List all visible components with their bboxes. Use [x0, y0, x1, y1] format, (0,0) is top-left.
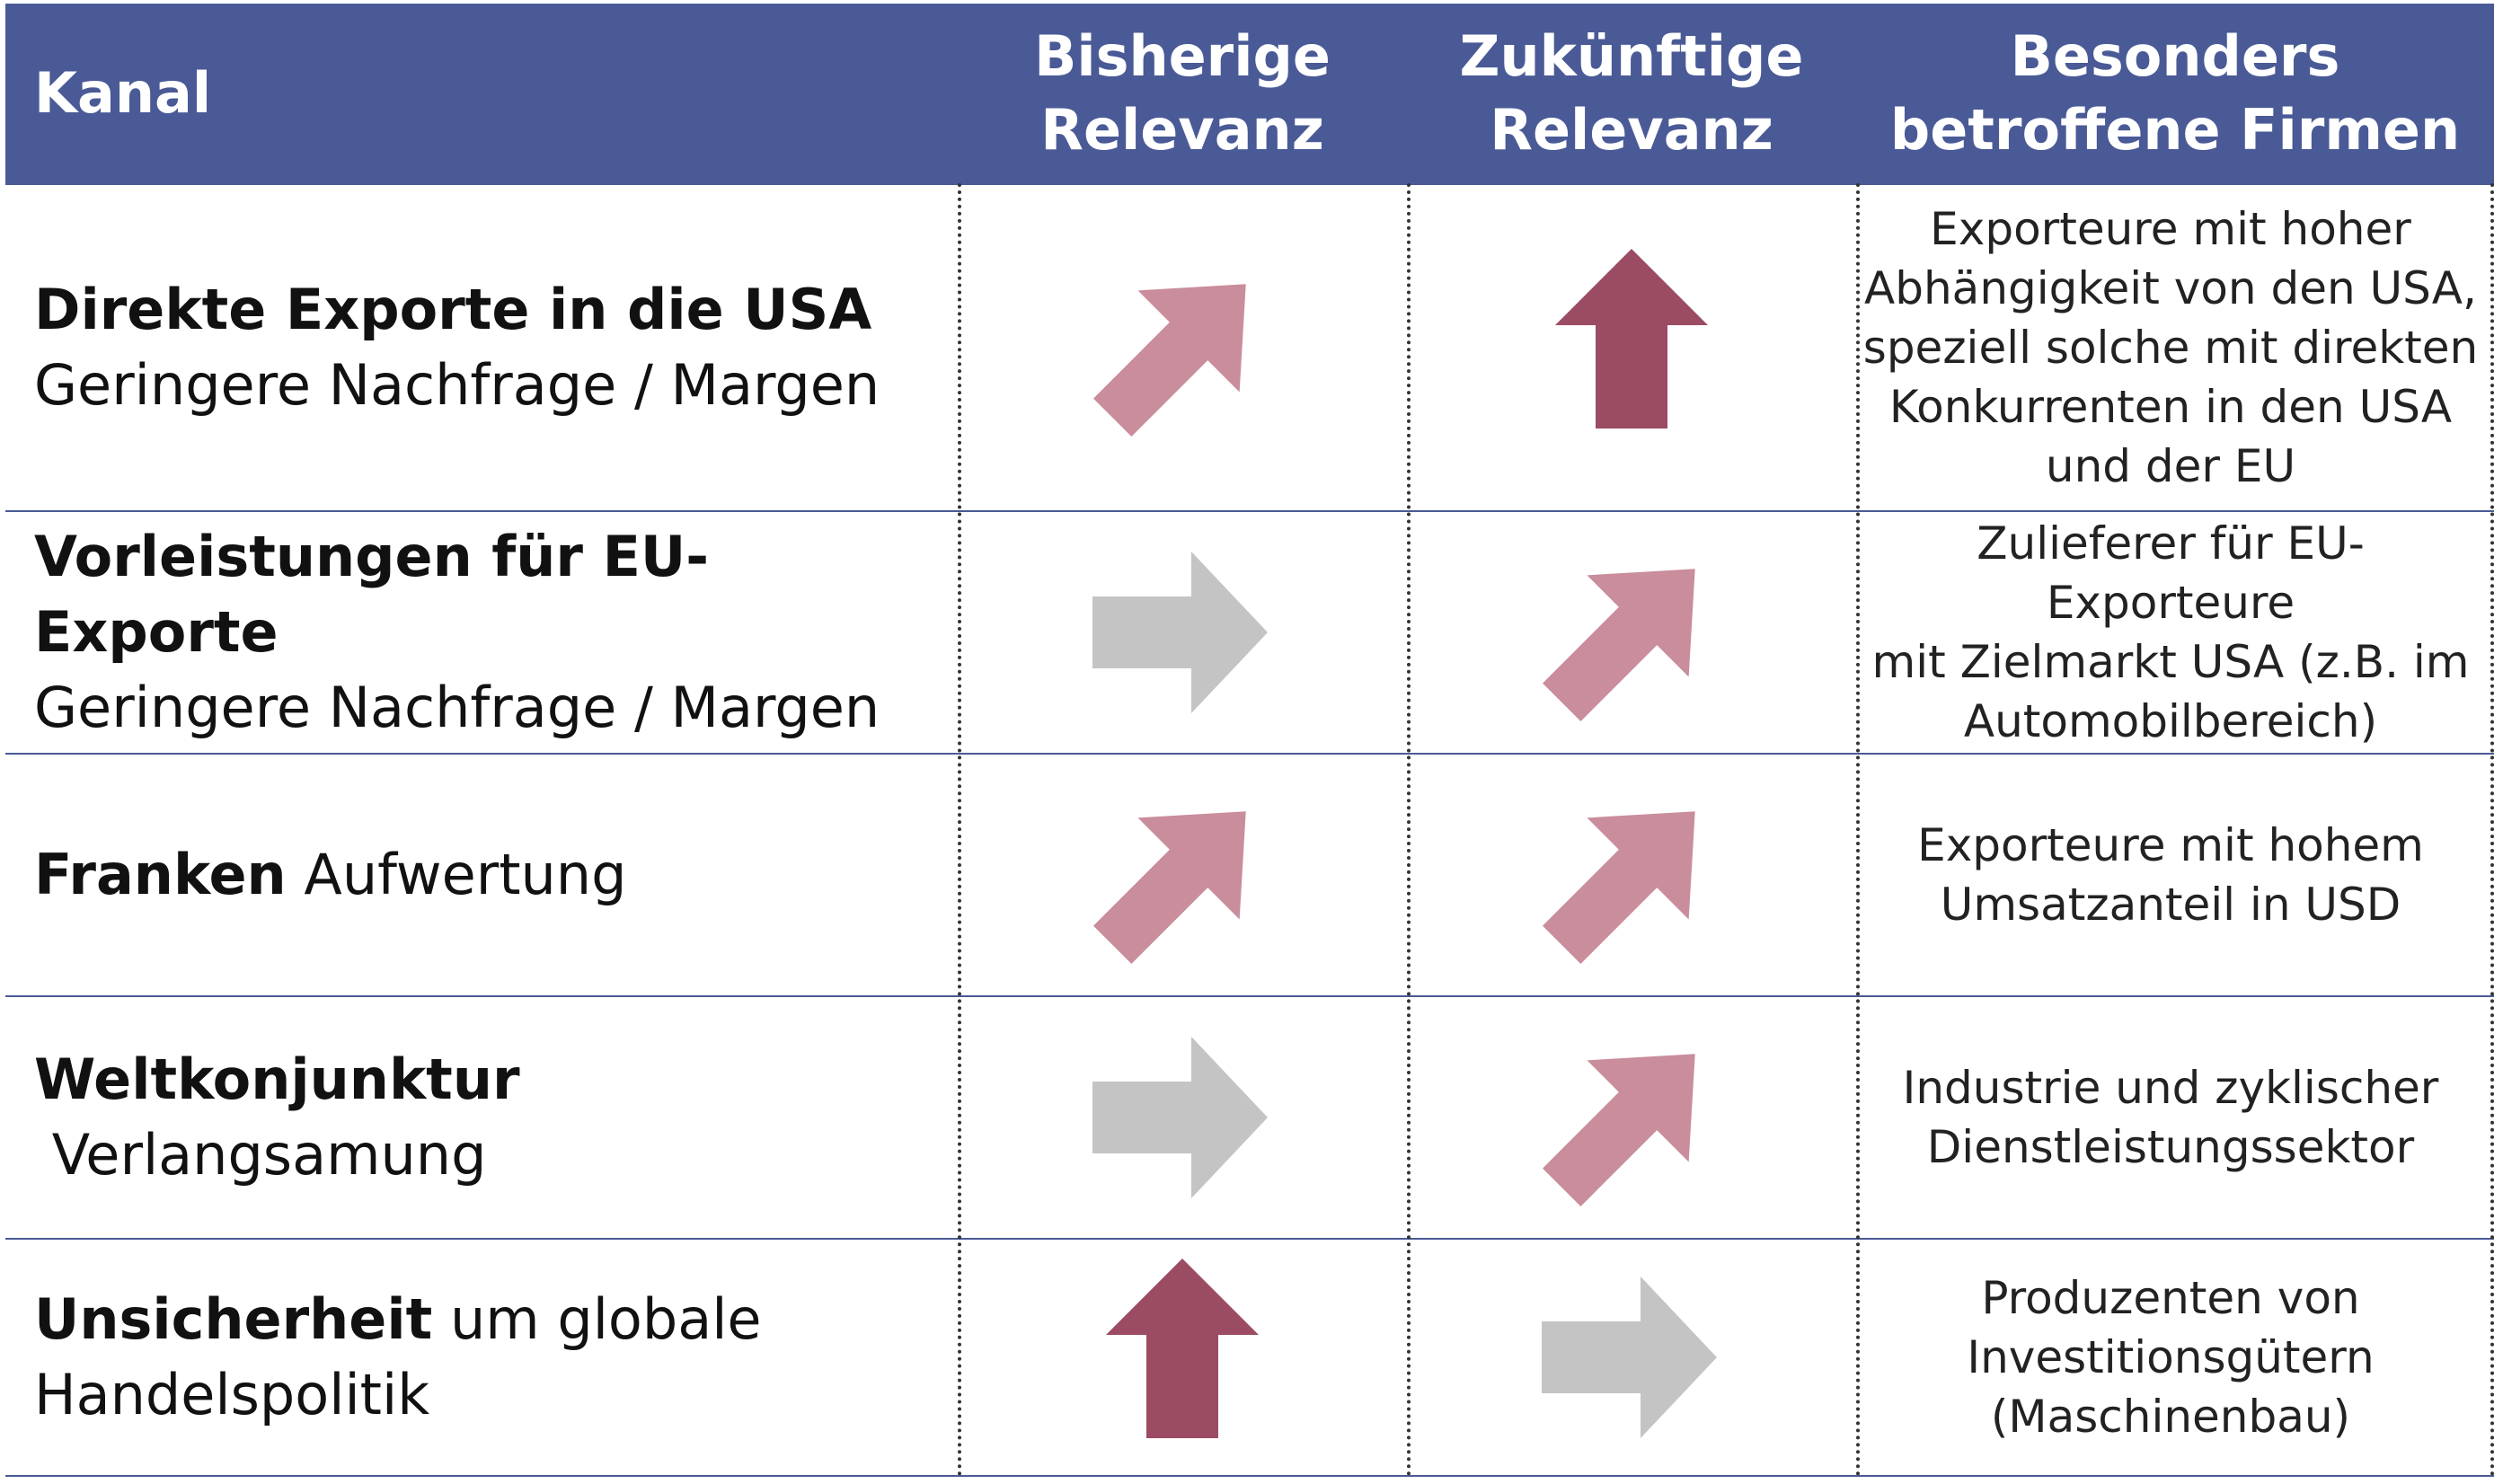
firmen-cell: Produzenten von Investitionsgütern (Masc…: [1967, 1272, 2375, 1443]
header-bisherige-relevanz: Bisherige Relevanz: [1034, 23, 1331, 163]
arrow-icon: [1543, 569, 1695, 721]
kanal-rest: Verlangsamung: [34, 1122, 487, 1188]
arrow-up: [1106, 1259, 1259, 1438]
arrow-up: [1555, 249, 1708, 428]
arrow-icon: [1543, 1054, 1695, 1206]
kanal-rest: um globale Handelspolitik: [34, 1286, 762, 1427]
zukuenftige-cell: [1407, 512, 1856, 753]
arrow-icon: [1543, 811, 1695, 964]
kanal-cell: Unsicherheit um globale Handelspolitik: [34, 1240, 951, 1475]
bisherige-cell: [958, 512, 1407, 753]
firmen-cell: Exporteure mit hoher Abhängigkeit von de…: [1862, 203, 2479, 492]
header-zukuenftige-relevanz: Zukünftige Relevanz: [1459, 23, 1804, 163]
kanal-rest: Aufwertung: [286, 842, 627, 907]
table-row: Direkte Exporte in die USA Geringere Nach…: [5, 183, 2494, 510]
arrow-icon: [1106, 1259, 1259, 1438]
kanal-rest: Geringere Nachfrage / Margen: [34, 675, 880, 740]
bisherige-cell: [958, 997, 1407, 1238]
kanal-cell: Weltkonjunktur Verlangsamung: [34, 997, 951, 1238]
arrow-diagonal-up: [1093, 284, 1246, 437]
relevance-table: Kanal Bisherige Relevanz Zukünftige Rele…: [5, 4, 2494, 1477]
firmen-cell: Industrie und zyklischer Dienstleistungs…: [1902, 1062, 2439, 1173]
table-row: Vorleistungen für EU-Exporte Geringere Na…: [5, 510, 2494, 753]
table-row: Franken Aufwertung Exporteure mit hohem …: [5, 753, 2494, 995]
arrow-diagonal-up: [1543, 811, 1695, 964]
zukuenftige-cell: [1407, 1240, 1856, 1475]
table-row: Unsicherheit um globale Handelspolitik P…: [5, 1238, 2494, 1477]
arrow-icon: [1093, 284, 1246, 437]
header-betroffene-firmen: Besonders betroffene Firmen: [1889, 23, 2461, 163]
kanal-bold: Weltkonjunktur: [34, 1047, 520, 1112]
arrow-icon: [1092, 552, 1268, 713]
kanal-bold: Franken: [34, 842, 287, 907]
arrow-icon: [1092, 1037, 1268, 1198]
kanal-bold: Unsicherheit: [34, 1286, 433, 1352]
column-divider: [1407, 183, 1411, 1477]
firmen-cell: Zulieferer für EU-Exporteure mit Zielmar…: [1871, 517, 2470, 747]
table-row: Weltkonjunktur Verlangsamung Industrie u…: [5, 995, 2494, 1238]
table-header: Kanal Bisherige Relevanz Zukünftige Rele…: [5, 4, 2494, 183]
bisherige-cell: [958, 755, 1407, 995]
kanal-bold: Direkte Exporte in die USA: [34, 277, 872, 342]
kanal-cell: Franken Aufwertung: [34, 755, 951, 995]
zukuenftige-cell: [1407, 755, 1856, 995]
arrow-icon: [1555, 249, 1708, 428]
zukuenftige-cell: [1407, 997, 1856, 1238]
arrow-right: [1092, 552, 1268, 713]
arrow-diagonal-up: [1543, 1054, 1695, 1206]
kanal-cell: Direkte Exporte in die USA Geringere Nach…: [34, 185, 951, 510]
column-divider: [2490, 183, 2494, 1477]
zukuenftige-cell: [1407, 185, 1856, 510]
kanal-rest: Geringere Nachfrage / Margen: [34, 352, 880, 418]
bisherige-cell: [958, 185, 1407, 510]
kanal-cell: Vorleistungen für EU-Exporte Geringere Na…: [34, 512, 951, 753]
bisherige-cell: [958, 1240, 1407, 1475]
firmen-cell: Exporteure mit hohem Umsatzanteil in USD: [1917, 819, 2424, 931]
column-divider: [958, 183, 961, 1477]
arrow-right: [1542, 1276, 1717, 1438]
column-divider: [1856, 183, 1860, 1477]
arrow-diagonal-up: [1093, 811, 1246, 964]
arrow-right: [1092, 1037, 1268, 1198]
arrow-diagonal-up: [1543, 569, 1695, 721]
header-kanal: Kanal: [34, 60, 212, 126]
arrow-icon: [1542, 1276, 1717, 1438]
arrow-icon: [1093, 811, 1246, 964]
kanal-bold: Vorleistungen für EU-Exporte: [34, 524, 709, 665]
